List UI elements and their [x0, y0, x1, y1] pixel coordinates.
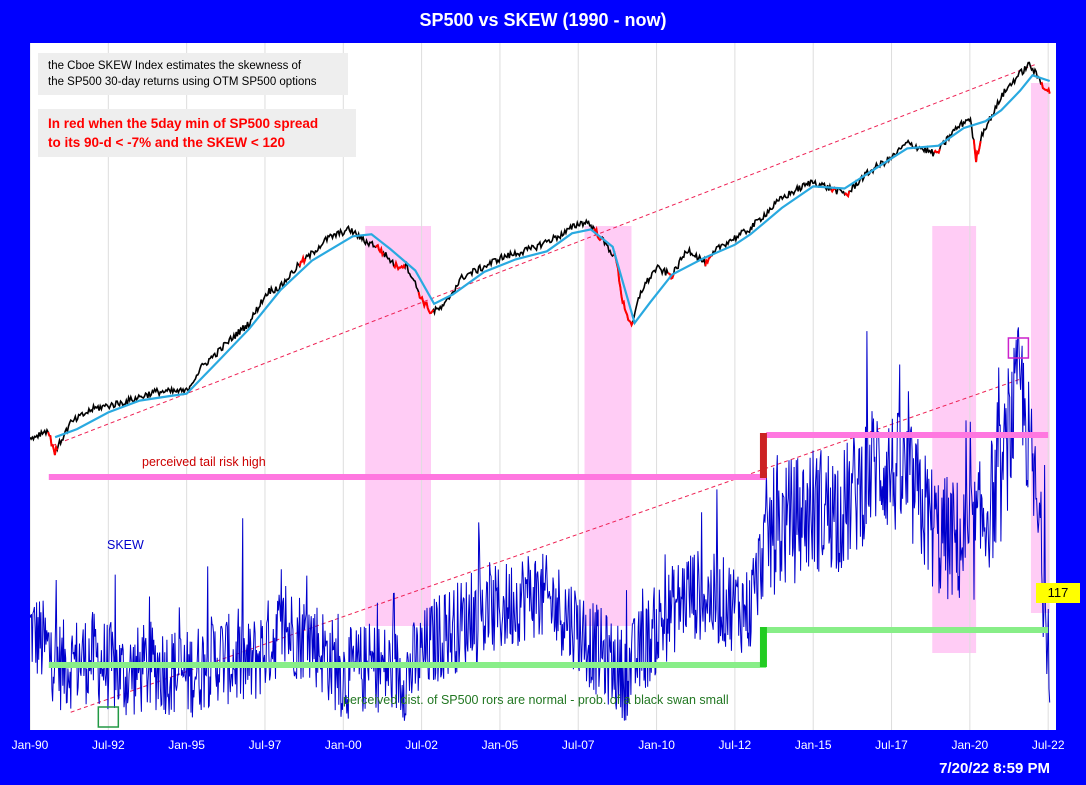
x-tick-label: Jul-22 — [1031, 738, 1065, 752]
x-tick-label: Jul-17 — [875, 738, 908, 752]
x-tick-label: Jan-10 — [638, 738, 675, 752]
skew-high-marker — [1007, 337, 1030, 359]
band-step-red — [759, 433, 767, 478]
sp500-red-segment — [933, 148, 941, 155]
definition-line-2: the SP500 30-day returns using OTM SP500… — [48, 76, 317, 88]
red-condition-line-1: In red when the 5day min of SP500 spread — [48, 116, 319, 131]
sp500-red-segment — [374, 243, 385, 258]
sp500-red-segment — [417, 291, 435, 315]
highlight-period-0 — [365, 226, 432, 626]
chart-title: SP500 vs SKEW (1990 - now) — [419, 10, 667, 30]
highlight-period-3 — [1030, 83, 1050, 613]
sp500-trend-line — [51, 63, 1036, 447]
skew-line — [30, 327, 1051, 721]
red-condition-note: In red when the 5day min of SP500 spread… — [38, 109, 356, 157]
normal-dist-label: perceived dist. of SP500 rors are normal… — [343, 693, 729, 707]
normal-band-recent — [766, 627, 1049, 633]
x-tick-label: Jan-05 — [481, 738, 519, 752]
x-tick-label: Jul-07 — [561, 738, 595, 752]
sp500-red-segment — [392, 259, 406, 272]
timestamp: 7/20/22 8:59 PM — [939, 760, 1050, 777]
skew-label: SKEW — [107, 538, 144, 552]
normal-band — [48, 662, 767, 668]
x-tick-label: Jul-12 — [718, 738, 752, 752]
tail-risk-band-recent — [766, 432, 1049, 438]
sp500-red-segment — [843, 190, 851, 199]
x-tick-label: Jan-20 — [951, 738, 989, 752]
band-step-green — [759, 627, 767, 667]
x-tick-label: Jul-97 — [248, 738, 282, 752]
plot-area: perceived tail risk high SKEW perceived di… — [30, 43, 1056, 730]
last-value-badge: 117 — [1036, 583, 1080, 603]
definition-line-1: the Cboe SKEW Index estimates the skewne… — [48, 60, 302, 72]
x-tick-label: Jul-92 — [91, 738, 125, 752]
sp500-red-segment — [47, 431, 59, 456]
chart-svg: perceived tail risk high SKEW perceived di… — [30, 43, 1051, 730]
sp500-red-segment — [1040, 81, 1051, 94]
sp500-red-segment — [298, 253, 307, 267]
sp500-red-segment — [972, 139, 982, 163]
x-tick-label: Jan-90 — [11, 738, 49, 752]
sp500-moving-average — [54, 74, 1051, 439]
tail-risk-band — [48, 474, 767, 480]
highlight-period-1 — [584, 226, 632, 626]
x-tick-label: Jan-95 — [168, 738, 205, 752]
definition-note: the Cboe SKEW Index estimates the skewne… — [38, 53, 348, 95]
skew-low-marker — [97, 706, 120, 728]
x-tick-label: Jul-02 — [405, 738, 438, 752]
x-tick-label: Jan-00 — [324, 738, 362, 752]
red-condition-line-2: to its 90-d < -7% and the SKEW < 120 — [48, 135, 286, 150]
tail-risk-label: perceived tail risk high — [142, 455, 266, 469]
x-tick-label: Jan-15 — [794, 738, 832, 752]
